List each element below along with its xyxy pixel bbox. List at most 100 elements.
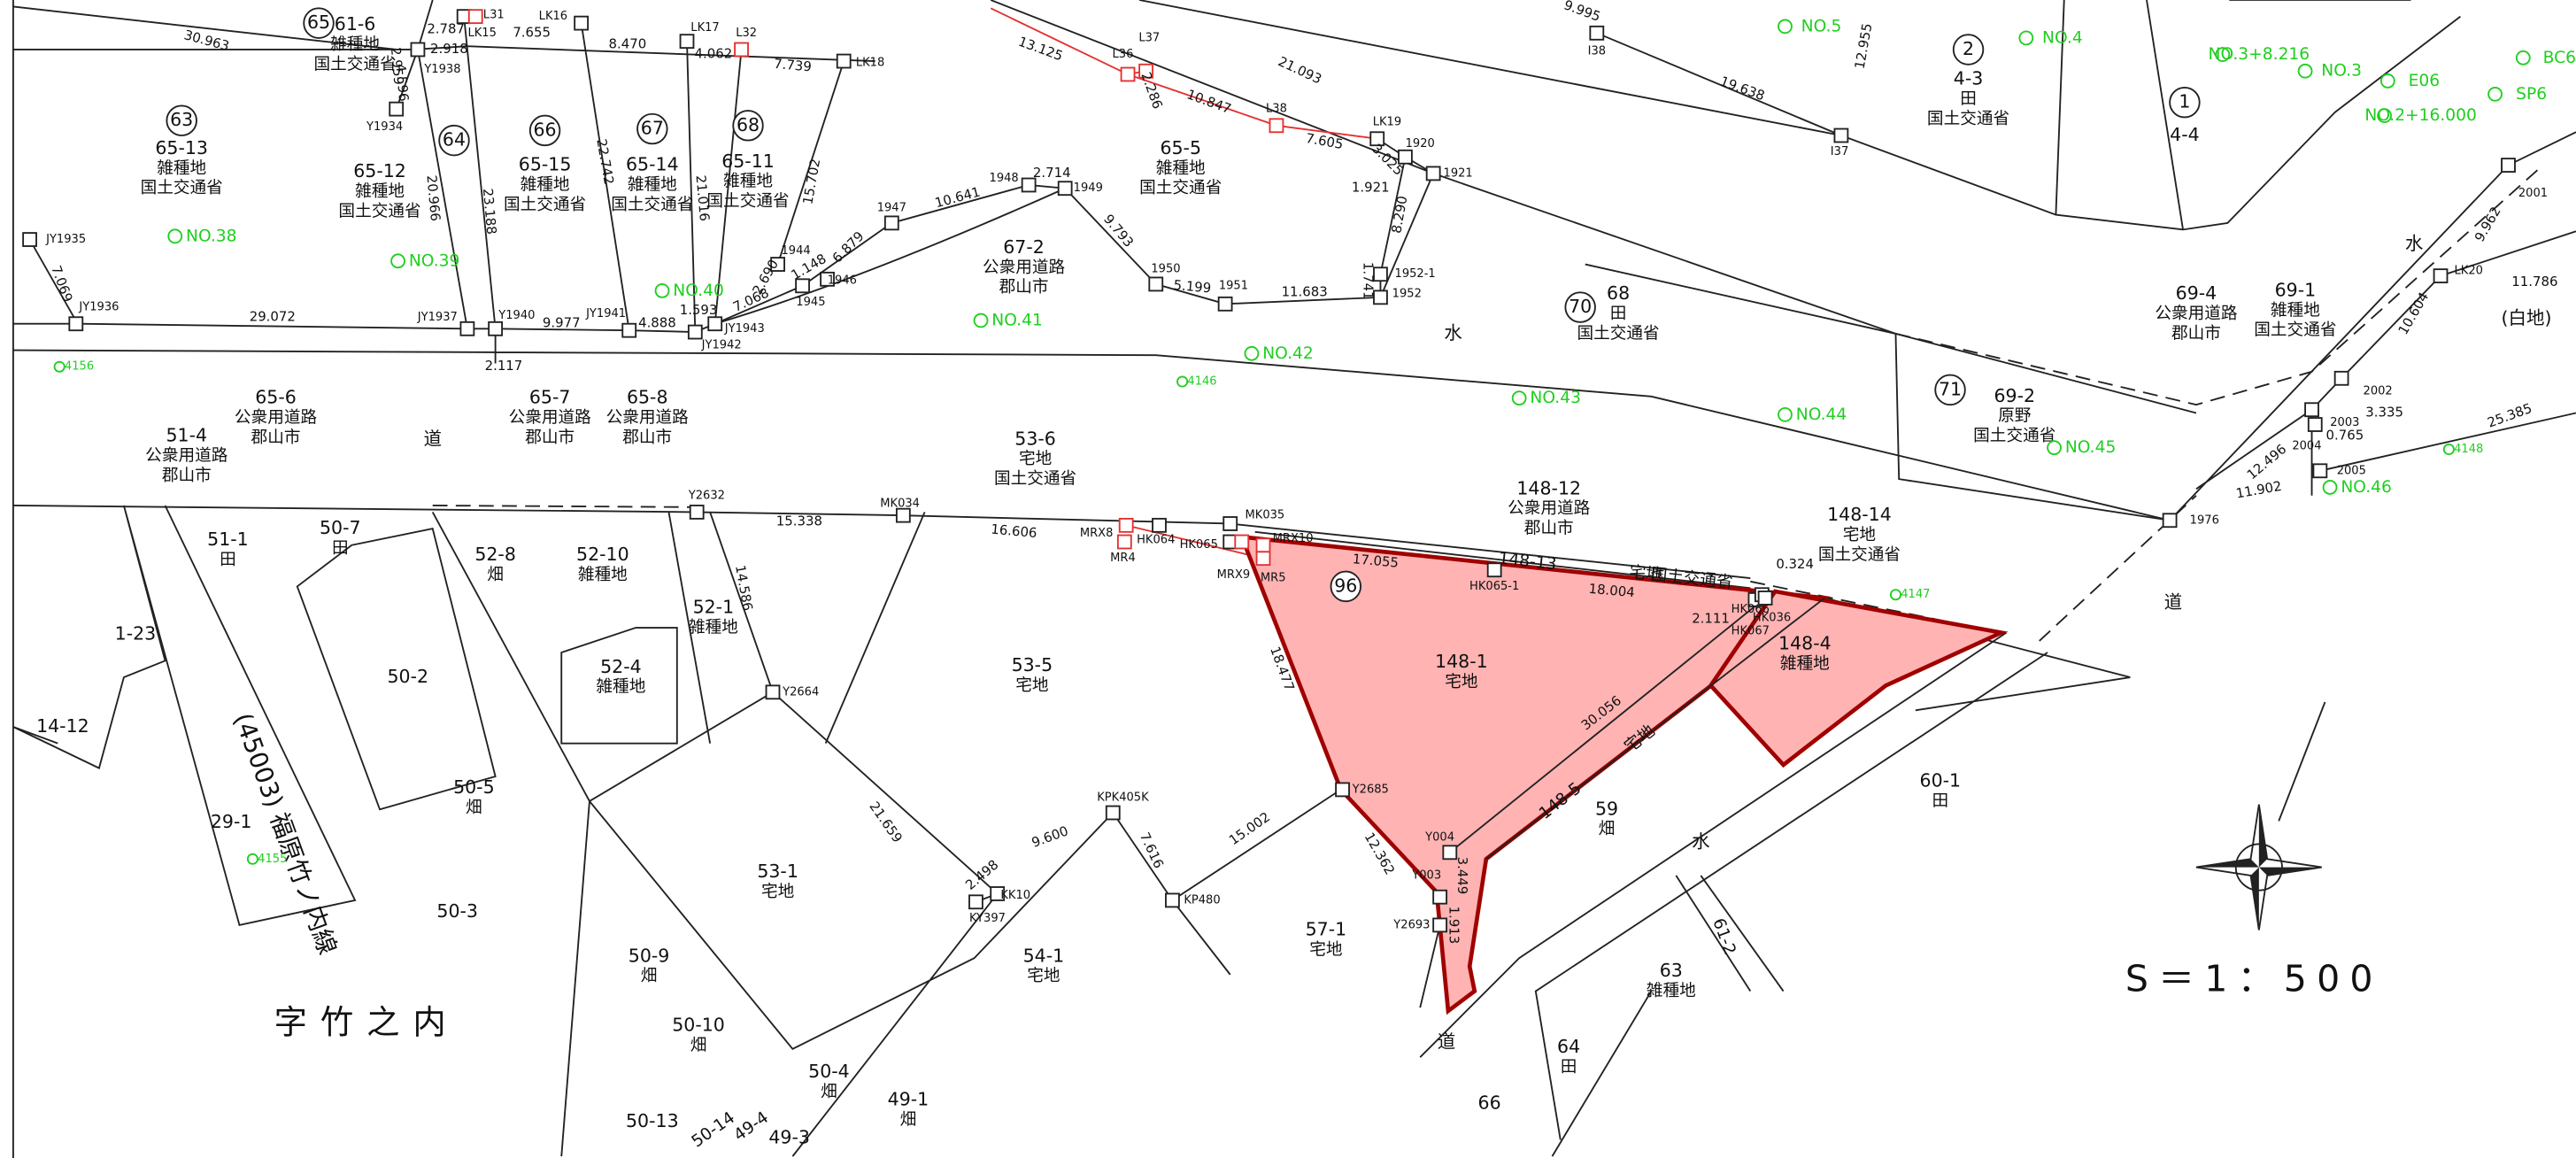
point-mark: [1219, 297, 1232, 311]
distance-label: 4.062: [695, 46, 733, 62]
point-label: LK18: [856, 56, 884, 69]
point-mark: [1336, 783, 1349, 796]
distance-label: 1.593: [680, 302, 718, 318]
parcel-number: 64: [1557, 1036, 1580, 1057]
point-label: KP480: [1184, 893, 1220, 907]
circled-number: 68: [737, 114, 760, 135]
point-mark: [622, 324, 636, 337]
point-mark: [1059, 181, 1072, 195]
point-mark: [897, 509, 910, 522]
point-label: Y2632: [688, 489, 725, 502]
point-mark: [575, 17, 588, 30]
parcel-category: 畑: [900, 1111, 917, 1130]
benchmark-label: 4155: [258, 853, 287, 866]
parcel-category: 宅地: [1445, 673, 1477, 691]
station-label: E06: [2409, 72, 2440, 90]
point-label: 2004: [2292, 439, 2321, 452]
point-mark: [1122, 68, 1135, 81]
distance-label: 3.449: [1454, 857, 1470, 895]
parcel-category: 田: [1610, 305, 1627, 323]
point-label: Y1938: [423, 63, 460, 76]
distance-label: 4.888: [638, 315, 676, 331]
parcel-owner: 国土交通省: [706, 192, 789, 211]
point-mark: [1257, 538, 1270, 552]
point-mark: [690, 506, 704, 519]
parcel-number: 61-6: [335, 13, 376, 35]
parcel-number: 65-14: [626, 154, 679, 175]
parcel-category: 田: [1960, 89, 1977, 108]
distance-label: 1.921: [1352, 180, 1390, 196]
station-label: NO.4: [2042, 28, 2083, 47]
parcel-category: 雑種地: [689, 619, 738, 637]
station-label: NO.40: [673, 282, 724, 300]
parcel-number: 148-12: [1516, 477, 1581, 498]
parcel-category: 畑: [1599, 820, 1616, 838]
point-mark: [1433, 918, 1446, 931]
station-label: NO.2+16.000: [2364, 106, 2476, 125]
point-label: 2005: [2337, 464, 2366, 477]
parcel-category: 雑種地: [596, 678, 645, 697]
point-mark: [1427, 166, 1440, 180]
parcel-category: 公衆用道路: [983, 259, 1066, 277]
distance-label: 0.765: [2326, 428, 2364, 444]
parcel-owner: 郡山市: [251, 428, 301, 447]
circled-number: 66: [534, 119, 557, 140]
parcel-number: 49-3: [768, 1127, 810, 1148]
point-mark: [1590, 27, 1603, 40]
parcel-number: 50-4: [808, 1061, 850, 1082]
point-mark: [23, 233, 36, 246]
parcel-category: 雑種地: [157, 159, 206, 178]
station-label: NO.3+8.216: [2209, 45, 2310, 64]
parcel-owner: 郡山市: [525, 428, 575, 447]
parcel-owner: 国土交通省: [1139, 179, 1222, 197]
parcel-category: 公衆用道路: [2155, 305, 2238, 323]
parcel-number: 道: [423, 428, 442, 449]
point-label: JY1937: [417, 311, 458, 324]
point-mark: [489, 322, 502, 336]
point-label: HK036: [1753, 611, 1791, 624]
distance-label: 1.741: [1361, 262, 1377, 300]
distance-label: 15.338: [776, 513, 822, 529]
parcel-category: 田: [1932, 791, 1949, 810]
parcel-number: 50-2: [387, 666, 428, 687]
benchmark-label: 4156: [65, 360, 94, 374]
parcel-category: 田: [1561, 1058, 1577, 1077]
parcel-category: 畑: [690, 1037, 707, 1055]
station-label: NO.38: [186, 227, 237, 245]
point-mark: [885, 216, 899, 229]
point-label: Y1934: [366, 120, 403, 134]
parcel-number: 50-10: [672, 1015, 725, 1036]
point-label: 1948: [990, 172, 1019, 185]
distance-label: 2.918: [430, 41, 468, 57]
parcel-number: 51-1: [207, 529, 249, 550]
parcel-owner: 国土交通省: [2254, 321, 2336, 340]
parcel-number: 49-1: [888, 1089, 929, 1110]
parcel-number: 1-23: [115, 623, 157, 645]
parcel-category: 宅地: [1019, 450, 1052, 468]
parcel-number: 52-8: [474, 544, 516, 565]
parcel-category: 宅地: [1015, 676, 1048, 695]
parcel-number: 68: [1607, 282, 1630, 304]
distance-label: 1.913: [1446, 907, 1462, 945]
distance-label: 2.714: [1033, 165, 1071, 181]
point-mark: [708, 317, 721, 330]
parcel-number: 69-2: [1994, 385, 2035, 406]
distance-label: 4.596: [392, 63, 412, 102]
distance-label: 7.655: [513, 24, 551, 40]
parcel-number: 65-12: [353, 160, 406, 181]
parcel-category: 雑種地: [1156, 159, 1206, 178]
point-label: Y003: [1411, 868, 1441, 882]
parcel-number: 148-1: [1435, 651, 1488, 672]
point-label: LK19: [1373, 116, 1401, 129]
distance-label: 5.199: [1173, 277, 1212, 297]
point-label: Y2664: [782, 685, 819, 699]
parcel-number: 67-2: [1003, 236, 1045, 258]
point-label: MRX9: [1217, 568, 1251, 582]
point-label: MR4: [1110, 552, 1136, 565]
point-mark: [1488, 563, 1501, 576]
parcel-category: 宅地: [1027, 967, 1060, 985]
parcel-number: 4-4: [2170, 124, 2200, 145]
parcel-owner: 郡山市: [622, 428, 672, 447]
parcel-owner: 国土交通省: [504, 196, 586, 214]
point-label: KPK405K: [1097, 791, 1149, 805]
